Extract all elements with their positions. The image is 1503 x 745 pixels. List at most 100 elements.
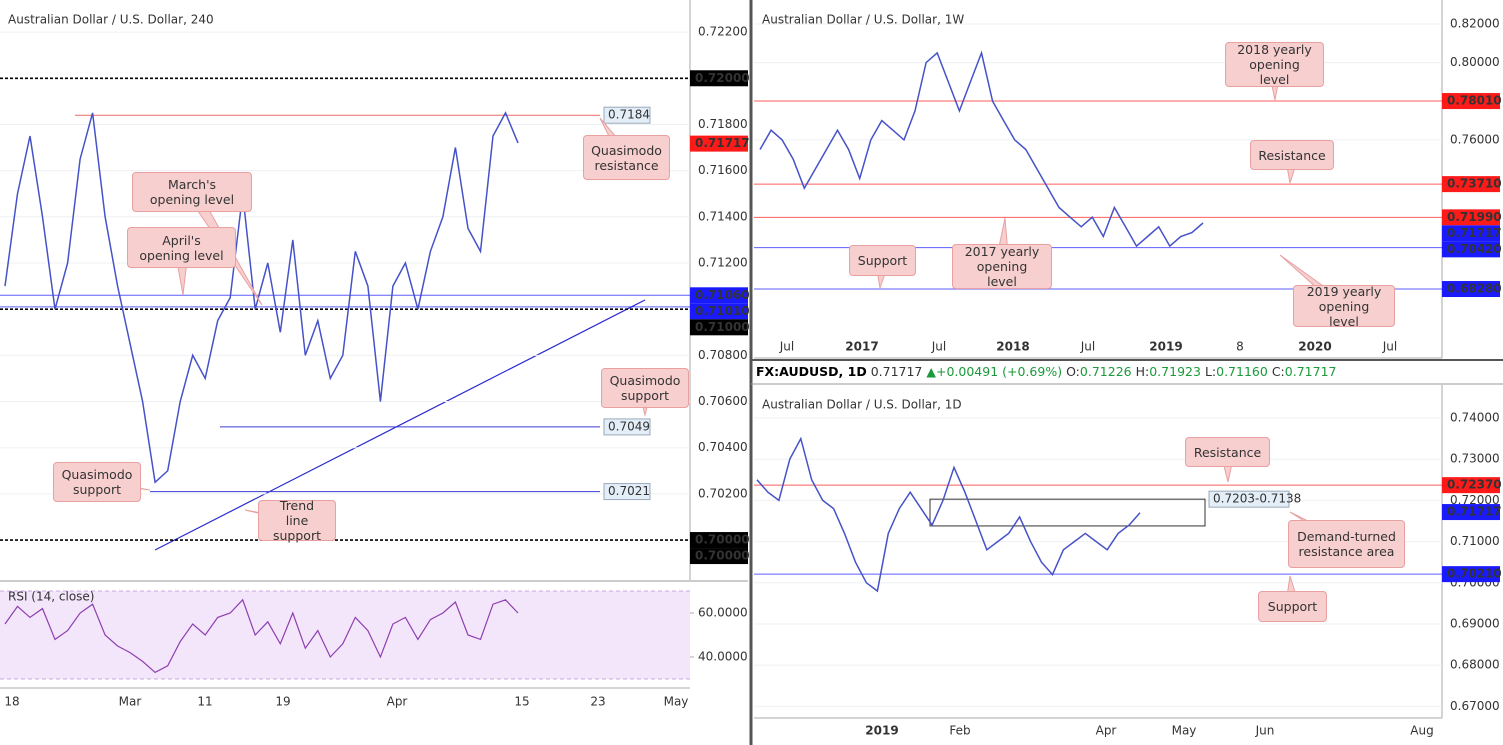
price-badge-label: 0.71000	[695, 320, 750, 334]
callout: Support	[1258, 591, 1327, 622]
price-line	[4, 111, 519, 484]
level-tag: 0.7049	[608, 419, 650, 433]
y-tick-label: 0.72000	[1450, 493, 1500, 507]
zone-label: 0.7203-0.7138	[1213, 492, 1301, 506]
x-tick-label: Feb	[949, 724, 970, 738]
price-badge	[690, 135, 748, 152]
x-tick-label: Jul	[779, 340, 794, 354]
price-badge	[1442, 504, 1500, 521]
x-tick-label: Jul	[1382, 340, 1397, 354]
price-line	[759, 50, 1204, 248]
zone	[929, 498, 1206, 527]
level-tag-bg	[603, 106, 651, 124]
price-badge	[1442, 281, 1500, 298]
price-badge	[690, 70, 748, 87]
price-badge-label: 0.78010	[1447, 94, 1502, 108]
y-tick-label: 0.82000	[1450, 16, 1500, 30]
x-tick-label: 8	[1236, 340, 1244, 354]
callout: 2018 yearly opening level	[1225, 42, 1324, 87]
price-badge-label: 0.70420	[1447, 242, 1502, 256]
price-badge-label: 0.71717	[1447, 226, 1502, 240]
price-badge	[1442, 566, 1500, 583]
callout: Demand-turned resistance area	[1288, 520, 1405, 568]
price-badge	[1442, 241, 1500, 258]
y-tick-label: 0.74000	[1450, 410, 1500, 424]
level-tag-bg	[603, 483, 651, 501]
x-tick-label: 11	[197, 695, 212, 709]
callout: Quasimodo resistance	[583, 135, 670, 180]
y-tick-label: 0.72200	[698, 25, 748, 39]
price-badge	[690, 287, 748, 304]
x-tick-label: Jun	[1255, 724, 1275, 738]
field-value: 0.71717	[1284, 364, 1337, 379]
price-badge-label: 0.72370	[1447, 478, 1502, 492]
price-line	[756, 436, 1141, 593]
price-badge	[690, 319, 748, 336]
x-tick-label: 2020	[1298, 340, 1331, 354]
chart-title: Australian Dollar / U.S. Dollar, 240	[8, 13, 214, 27]
callout: March's opening level	[132, 172, 252, 212]
field-value: 0.71923	[1149, 364, 1201, 379]
price-badge-label: 0.70000	[695, 549, 750, 563]
y-tick-label: 0.71200	[698, 255, 748, 269]
rsi-line	[4, 598, 519, 674]
ohlc: O:0.71226 H:0.71923 L:0.71160 C:0.71717	[1066, 364, 1340, 379]
field-label: O:	[1066, 364, 1080, 379]
price-badge-label: 0.71990	[1447, 210, 1502, 224]
last-price: 0.71717	[870, 364, 923, 379]
y-tick-label: 0.76000	[1450, 132, 1500, 146]
price-badge-label: 0.71010	[695, 304, 750, 318]
callout: Resistance	[1250, 140, 1334, 170]
y-tick-label: 0.67000	[1450, 699, 1500, 713]
symbol-header: FX:AUDUSD, 1D 0.71717 ▲+0.00491 (+0.69%)…	[756, 364, 1340, 379]
level-tag: 0.7184	[608, 108, 650, 122]
callout: Quasimodo support	[53, 462, 141, 502]
y-tick-label: 0.70600	[698, 394, 748, 408]
price-badge-label: 0.71060	[695, 288, 750, 302]
price-badge-label: 0.72000	[695, 71, 750, 85]
callout: Quasimodo support	[601, 368, 689, 408]
price-badge	[1442, 225, 1500, 242]
chart-title: Australian Dollar / U.S. Dollar, 1W	[762, 13, 964, 27]
zone-tag-bg	[1208, 490, 1290, 508]
price-badge	[690, 303, 748, 320]
x-tick-label: May	[664, 695, 689, 709]
x-tick-label: Apr	[387, 695, 408, 709]
x-tick-label: 23	[590, 695, 605, 709]
y-tick-label: 0.70200	[698, 486, 748, 500]
price-badge-label: 0.71717	[1447, 505, 1502, 519]
y-tick-label: 0.70800	[698, 348, 748, 362]
chart-title: Australian Dollar / U.S. Dollar, 1D	[762, 398, 962, 412]
price-badge-label: 0.73710	[1447, 177, 1502, 191]
price-badge	[690, 548, 748, 565]
x-tick-label: 2017	[845, 340, 878, 354]
price-badge	[690, 532, 748, 549]
x-tick-label: Aug	[1410, 724, 1433, 738]
price-badge	[1442, 477, 1500, 494]
field-value: 0.71160	[1216, 364, 1268, 379]
callout: Support	[849, 245, 916, 276]
x-tick-label: Mar	[119, 695, 142, 709]
level-tag: 0.7021	[608, 484, 650, 498]
x-tick-label: 2018	[996, 340, 1029, 354]
y-tick-label: 0.69000	[1450, 616, 1500, 630]
price-badge-label: 0.71717	[695, 136, 750, 150]
callout: 2017 yearly opening level	[952, 244, 1052, 289]
level-tag-bg	[603, 418, 651, 436]
y-tick-label: 0.70400	[698, 440, 748, 454]
y-tick-label: 0.71400	[698, 209, 748, 223]
field-label: H:	[1135, 364, 1150, 379]
arrow: ▲	[926, 364, 936, 379]
field-value: 0.71226	[1079, 364, 1132, 379]
x-tick-label: Jul	[1080, 340, 1095, 354]
price-badge-label: 0.68280	[1447, 282, 1502, 296]
price-badge	[1442, 209, 1500, 226]
y-tick-label: 0.71600	[698, 163, 748, 177]
x-tick-label: 2019	[865, 724, 898, 738]
price-badge-label: 0.70000	[695, 533, 750, 547]
rsi-tick-label: 60.0000	[698, 606, 748, 620]
rsi-tick-label: 40.0000	[698, 649, 748, 663]
y-tick-label: 0.73000	[1450, 452, 1500, 466]
